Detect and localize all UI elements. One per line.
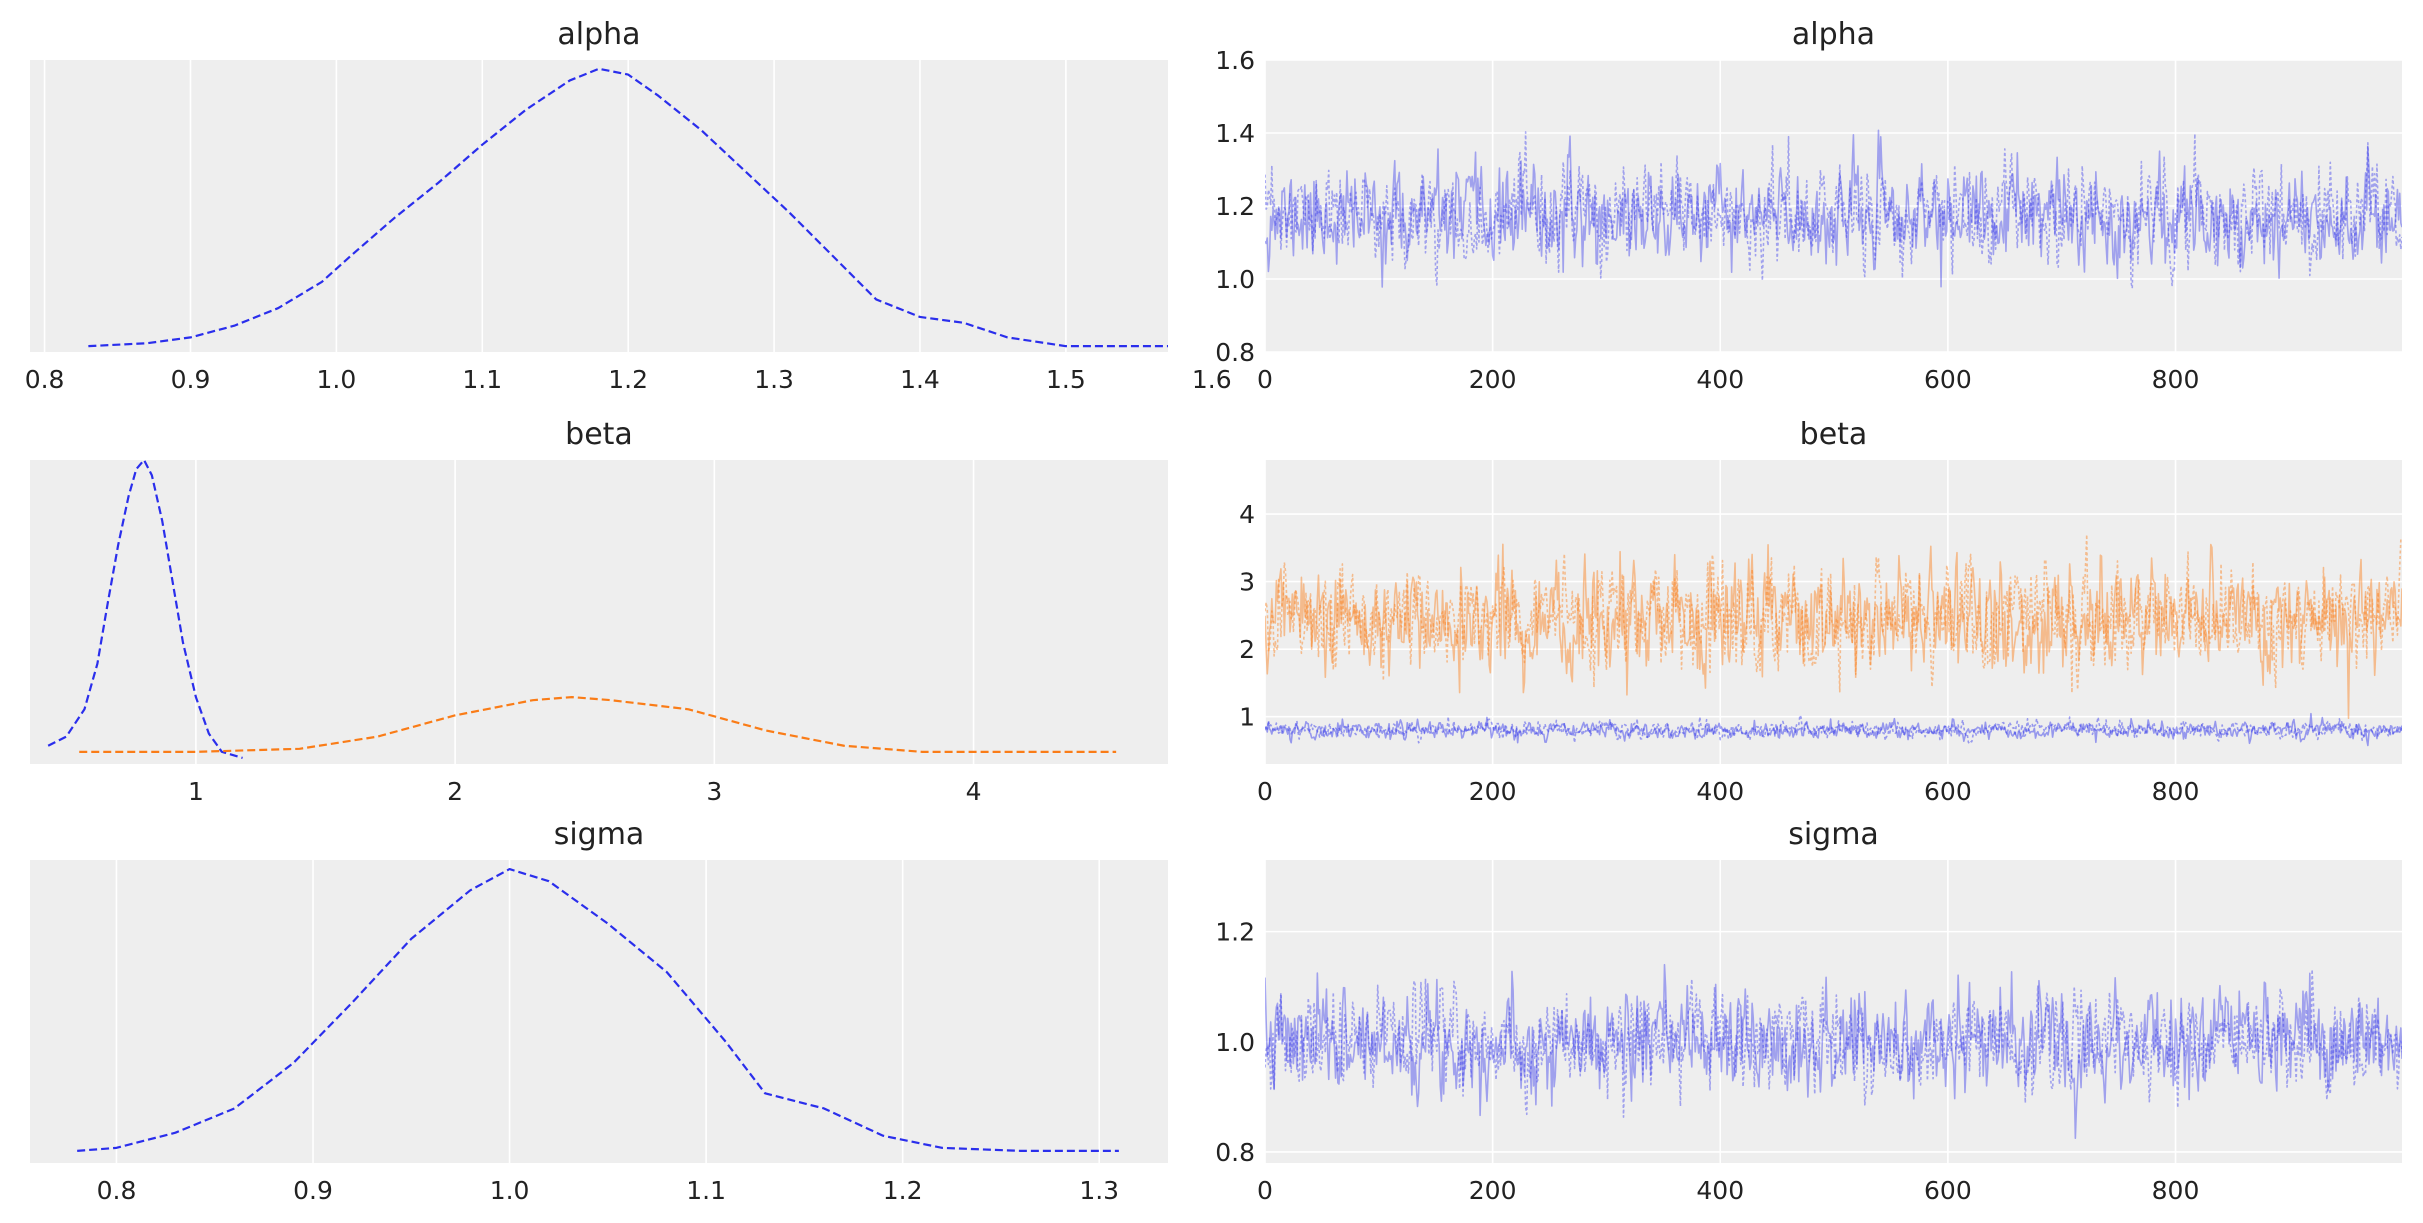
sigma-trace-panel: sigma 0 200 400 600 800 0.8 1.0 1.2 — [1215, 817, 2402, 1205]
alpha-posterior-xtick-label: 1.5 — [1046, 365, 1086, 394]
beta-posterior-series-1 — [79, 696, 1117, 753]
beta-posterior-xtick-label: 2 — [447, 777, 463, 806]
sigma-trace-xtick-label: 0 — [1257, 1176, 1273, 1205]
sigma-posterior-xtick-label: 0.9 — [293, 1176, 333, 1205]
beta-trace-series-0 — [1265, 543, 2402, 720]
sigma-trace-series-1 — [1265, 968, 2402, 1118]
beta-posterior-panel: beta 1 2 3 4 — [30, 417, 1168, 806]
alpha-posterior-xtick-label: 1.0 — [317, 365, 357, 394]
alpha-trace-xtick-label: 800 — [2152, 365, 2200, 394]
sigma-trace-plot-area — [1265, 860, 2402, 1163]
alpha-posterior-xtick-label: 1.6 — [1192, 365, 1232, 394]
alpha-posterior-series-group — [88, 67, 1168, 348]
alpha-trace-title: alpha — [1792, 17, 1875, 52]
beta-trace-series-3 — [1265, 714, 2402, 745]
beta-trace-series-group — [1265, 533, 2402, 747]
alpha-posterior-xtick-label: 1.4 — [900, 365, 940, 394]
sigma-trace-title: sigma — [1788, 817, 1879, 852]
beta-trace-xtick-label: 200 — [1469, 777, 1517, 806]
alpha-posterior-xtick-label: 1.1 — [462, 365, 502, 394]
alpha-posterior-xtick-label: 0.8 — [25, 365, 65, 394]
alpha-trace-xtick-label: 0 — [1257, 365, 1273, 394]
beta-posterior-series-group — [47, 460, 1117, 759]
beta-posterior-series-0 — [47, 460, 243, 759]
beta-trace-xtick-label: 0 — [1257, 777, 1273, 806]
sigma-posterior-plot-area — [30, 860, 1168, 1163]
sigma-posterior-title: sigma — [554, 817, 645, 852]
beta-trace-xtick-label: 400 — [1696, 777, 1744, 806]
alpha-posterior-title: alpha — [557, 17, 640, 52]
sigma-posterior-panel: sigma 0.8 0.9 1.0 1.1 1.2 1.3 — [30, 817, 1168, 1205]
sigma-trace-series-0 — [1265, 963, 2402, 1140]
alpha-posterior-xtick-label: 0.9 — [171, 365, 211, 394]
sigma-trace-xtick-label: 200 — [1469, 1176, 1517, 1205]
sigma-trace-ytick-label: 1.2 — [1215, 918, 1255, 947]
beta-trace-ytick-label: 2 — [1239, 635, 1255, 664]
alpha-trace-xtick-label: 600 — [1924, 365, 1972, 394]
beta-posterior-plot-area — [30, 460, 1168, 764]
alpha-posterior-series-0 — [88, 67, 1168, 348]
sigma-trace-ytick-label: 0.8 — [1215, 1138, 1255, 1167]
alpha-trace-panel: alpha 0 200 400 600 800 0.8 1.0 1.2 1.4 1.6 — [1215, 17, 2402, 394]
beta-posterior-xtick-label: 4 — [966, 777, 982, 806]
alpha-posterior-panel: alpha 0.8 0.9 1.0 1.1 1.2 1.3 1.4 1.5 1.6 — [25, 17, 1232, 394]
sigma-trace-ytick-label: 1.0 — [1215, 1028, 1255, 1057]
alpha-posterior-xtick-label: 1.3 — [754, 365, 794, 394]
beta-trace-ytick-label: 3 — [1239, 568, 1255, 597]
sigma-trace-xtick-label: 600 — [1924, 1176, 1972, 1205]
beta-trace-title: beta — [1800, 417, 1868, 452]
alpha-trace-series-group — [1265, 129, 2402, 290]
alpha-trace-ytick-label: 1.0 — [1215, 265, 1255, 294]
beta-trace-ytick-label: 1 — [1239, 703, 1255, 732]
sigma-trace-xtick-label: 800 — [2152, 1176, 2200, 1205]
alpha-trace-series-1 — [1265, 131, 2402, 290]
beta-trace-ytick-label: 4 — [1239, 500, 1255, 529]
alpha-trace-ytick-label: 1.4 — [1215, 119, 1255, 148]
sigma-posterior-xtick-label: 1.2 — [883, 1176, 923, 1205]
beta-posterior-xtick-label: 3 — [706, 777, 722, 806]
sigma-posterior-series-0 — [77, 867, 1119, 1152]
alpha-trace-xtick-label: 400 — [1696, 365, 1744, 394]
beta-posterior-title: beta — [565, 417, 633, 452]
alpha-posterior-plot-area — [30, 60, 1168, 352]
sigma-posterior-xtick-label: 0.8 — [97, 1176, 137, 1205]
sigma-posterior-xtick-label: 1.1 — [686, 1176, 726, 1205]
beta-trace-panel: beta 0 200 400 600 800 1 2 3 4 — [1239, 417, 2402, 806]
sigma-trace-series-group — [1265, 963, 2402, 1140]
beta-trace-xtick-label: 600 — [1924, 777, 1972, 806]
beta-trace-plot-area — [1265, 460, 2402, 764]
sigma-posterior-series-group — [77, 867, 1119, 1152]
sigma-posterior-xtick-label: 1.0 — [490, 1176, 530, 1205]
sigma-trace-xtick-label: 400 — [1696, 1176, 1744, 1205]
beta-trace-series-1 — [1265, 533, 2402, 694]
beta-posterior-xtick-label: 1 — [188, 777, 204, 806]
alpha-trace-ytick-label: 1.2 — [1215, 192, 1255, 221]
alpha-trace-ytick-label: 0.8 — [1215, 338, 1255, 367]
alpha-trace-ytick-label: 1.6 — [1215, 46, 1255, 75]
alpha-trace-xtick-label: 200 — [1469, 365, 1517, 394]
beta-trace-xtick-label: 800 — [2152, 777, 2200, 806]
alpha-trace-series-0 — [1265, 129, 2402, 288]
sigma-posterior-xtick-label: 1.3 — [1079, 1176, 1119, 1205]
beta-trace-series-2 — [1265, 712, 2402, 747]
alpha-posterior-xtick-label: 1.2 — [608, 365, 648, 394]
